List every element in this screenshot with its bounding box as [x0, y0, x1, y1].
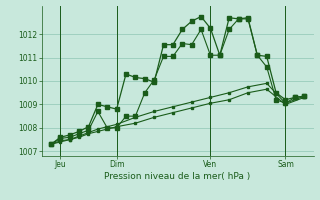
X-axis label: Pression niveau de la mer( hPa ): Pression niveau de la mer( hPa )	[104, 172, 251, 181]
